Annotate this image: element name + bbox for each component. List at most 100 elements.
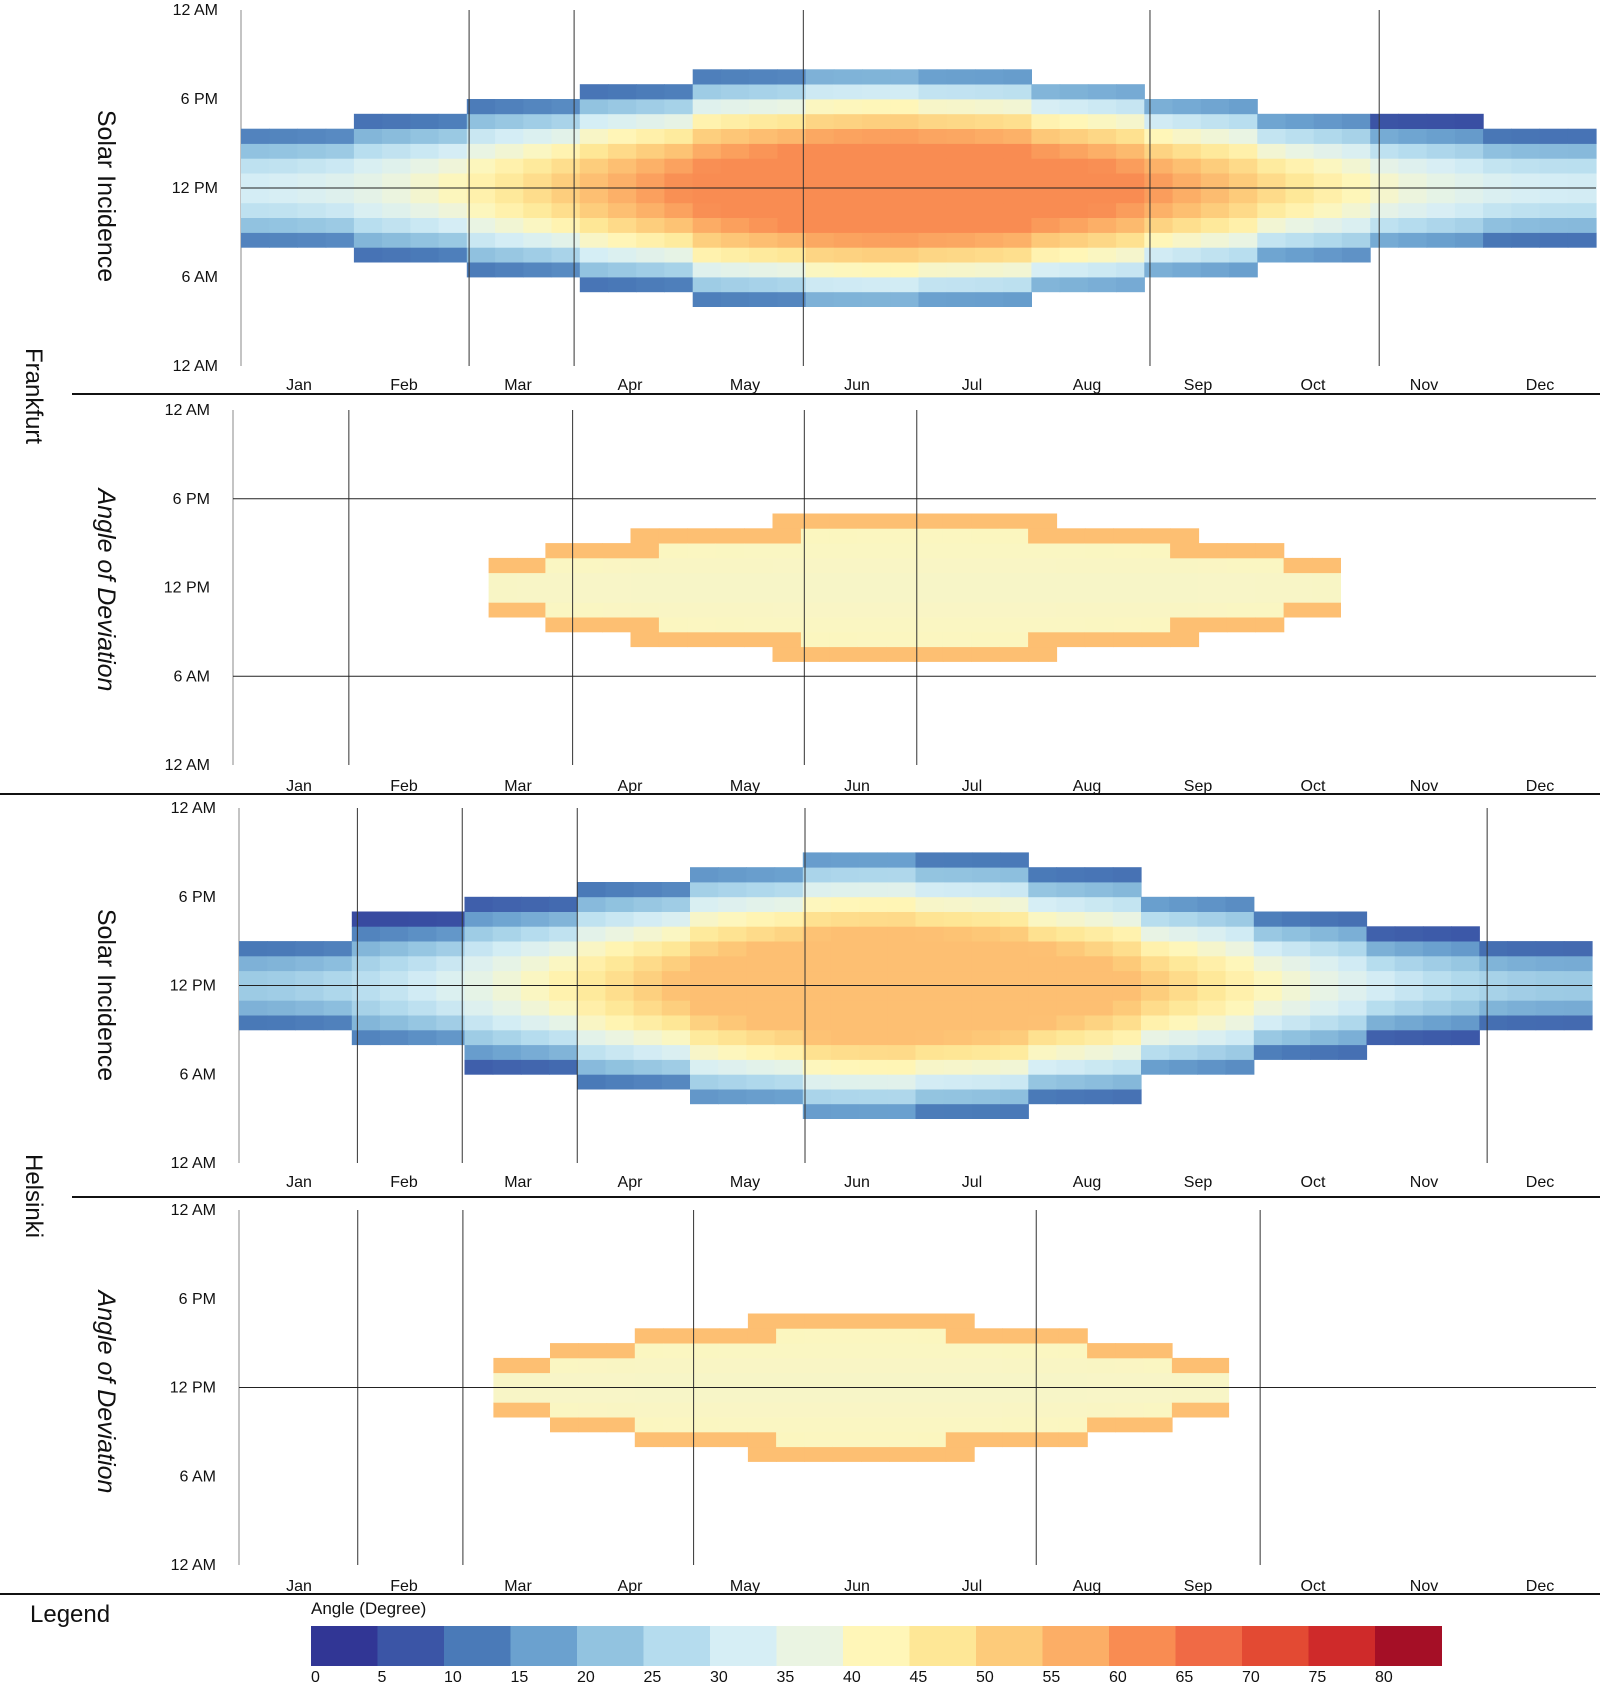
heatmap-cell [1285, 202, 1315, 218]
heatmap-cell [946, 247, 976, 263]
heatmap-cell [975, 69, 1004, 85]
heatmap-cell [1141, 911, 1170, 927]
heatmap-cell [802, 1044, 832, 1060]
heatmap-cell [999, 617, 1029, 633]
heatmap-cell [1000, 970, 1029, 986]
heatmap-cell [1056, 896, 1086, 912]
heatmap-cell [1000, 882, 1029, 898]
month-tick-label: Feb [390, 1578, 418, 1595]
heatmap-cell [747, 1343, 777, 1359]
heatmap-cell [804, 1328, 834, 1344]
heatmap-cell [1257, 128, 1287, 144]
heatmap-cell [971, 528, 1001, 544]
heatmap-cell [1563, 1000, 1593, 1016]
heatmap-cell [1144, 202, 1174, 218]
time-tick-label: 12 AM [171, 1155, 216, 1172]
heatmap-cell [833, 277, 863, 293]
heatmap-cell [636, 84, 665, 100]
heatmap-cell [772, 631, 802, 648]
heatmap-cell [1058, 1343, 1088, 1359]
legend-swatch [1242, 1626, 1309, 1666]
heatmap-cell [1341, 232, 1371, 248]
heatmap-cell [946, 173, 976, 189]
heatmap-cell [297, 173, 327, 189]
heatmap-cell [859, 1015, 888, 1031]
heatmap-cell [777, 188, 807, 204]
month-tick-label: Apr [618, 1174, 644, 1191]
month-tick-label: May [730, 1578, 760, 1595]
heatmap-cell [379, 985, 409, 1001]
heatmap-cell [917, 1357, 947, 1374]
heatmap-cell [1535, 1000, 1565, 1016]
heatmap-cell [1567, 188, 1597, 204]
heatmap-cell [971, 617, 1001, 633]
heatmap-cell [608, 113, 637, 129]
heatmap-cell [1141, 970, 1170, 986]
heatmap-cell [1370, 143, 1399, 159]
heatmap-cell [1539, 188, 1569, 204]
heatmap-cell [267, 1000, 296, 1016]
heatmap-cell [664, 247, 694, 263]
heatmap-cell [857, 631, 887, 648]
heatmap-cell [661, 882, 691, 898]
heatmap-cell [718, 1000, 747, 1016]
heatmap-cell [1170, 557, 1200, 574]
heatmap-cell [1426, 188, 1456, 204]
heatmap-cell [1483, 188, 1512, 204]
heatmap-cell [889, 1313, 919, 1329]
month-tick-label: Mar [504, 377, 532, 394]
heatmap-cell [975, 143, 1004, 159]
heatmap-cell [749, 202, 778, 218]
heatmap-cell [579, 232, 609, 248]
heatmap-cell [241, 173, 270, 189]
heatmap-cell [1341, 173, 1371, 189]
heatmap-cell [1028, 1000, 1058, 1016]
heatmap-cell [550, 1402, 579, 1418]
heatmap-cell [1000, 985, 1029, 1001]
heatmap-cell [492, 985, 522, 1001]
time-tick-label: 12 PM [172, 180, 218, 197]
heatmap-cell [715, 528, 745, 544]
heatmap-cell [890, 84, 920, 100]
heatmap-cell [495, 143, 524, 159]
heatmap-cell [833, 173, 863, 189]
heatmap-cell [577, 985, 607, 1001]
heatmap-cell [942, 572, 972, 588]
heatmap-cell [802, 1074, 832, 1090]
heatmap-cell [1451, 926, 1480, 942]
heatmap-cell [942, 602, 972, 618]
heatmap-cell [1422, 970, 1452, 986]
heatmap-cell [802, 911, 832, 927]
heatmap-cell [746, 985, 776, 1001]
heatmap-cell [410, 217, 440, 233]
heatmap-cell [890, 188, 920, 204]
heatmap-cell [608, 262, 637, 278]
heatmap-cell [578, 1357, 608, 1374]
heatmap-cell [1112, 985, 1142, 1001]
heatmap-cell [636, 277, 665, 293]
heatmap-cell [1059, 113, 1089, 129]
heatmap-cell [833, 99, 863, 115]
heatmap-cell [1003, 99, 1032, 115]
heatmap-cell [942, 617, 972, 633]
heatmap-cell [975, 291, 1004, 307]
heatmap-cell [661, 1015, 691, 1031]
heatmap-cell [602, 617, 632, 633]
heatmap-cell [517, 572, 546, 588]
heatmap-cell [1059, 158, 1089, 174]
heatmap-cell [1028, 1059, 1058, 1075]
heatmap-cell [605, 1000, 635, 1016]
heatmap-cell [918, 113, 948, 129]
heatmap-cell [1028, 557, 1058, 574]
heatmap-cell [1144, 247, 1174, 263]
heatmap-cell [1426, 128, 1456, 144]
heatmap-cell [804, 1387, 834, 1403]
heatmap-cell [777, 158, 807, 174]
heatmap-cell [408, 955, 437, 972]
heatmap-cell [1084, 970, 1114, 986]
heatmap-cell [1197, 1015, 1227, 1031]
heatmap-cell [325, 158, 355, 174]
heatmap-cell [974, 1431, 1003, 1448]
city-label-frankfurt: Frankfurt [20, 348, 47, 444]
